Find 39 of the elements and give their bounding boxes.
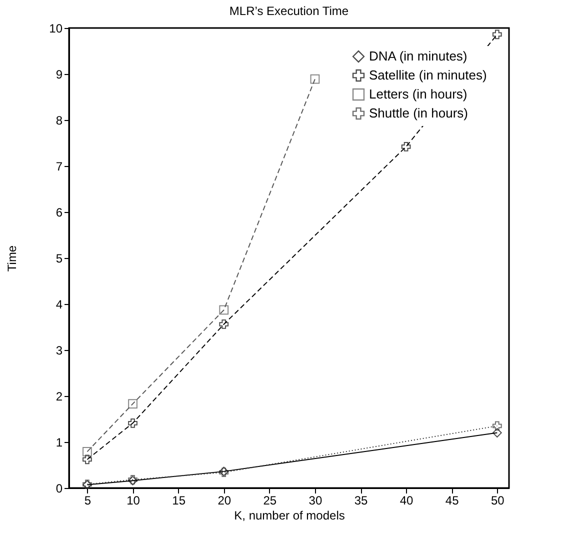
point <box>219 320 229 329</box>
y-tick-label: 5 <box>56 252 63 266</box>
point <box>128 418 138 428</box>
x-tick-label: 10 <box>126 494 140 508</box>
x-tick-label: 30 <box>308 494 322 508</box>
x-tick-label: 50 <box>490 494 505 508</box>
legend-label: DNA (in minutes) <box>369 48 468 64</box>
point <box>492 428 502 438</box>
point <box>310 74 320 84</box>
y-tick-label: 8 <box>56 114 63 128</box>
y-tick-label: 10 <box>49 22 63 36</box>
x-tick-label: 25 <box>263 494 277 508</box>
x-tick-label: 5 <box>84 494 92 508</box>
legend-label: Satellite (in minutes) <box>369 68 487 82</box>
point <box>82 454 92 464</box>
point <box>401 142 411 152</box>
x-tick-label: 45 <box>445 494 460 508</box>
y-tick-label: 6 <box>56 206 63 220</box>
legend-label: Letters (in hours) <box>369 86 468 102</box>
point <box>219 305 229 315</box>
y-axis-title: Time <box>5 245 20 272</box>
x-axis-title: K, number of models <box>234 508 345 522</box>
point <box>492 30 502 40</box>
point <box>128 399 138 409</box>
y-tick-label: 0 <box>56 482 63 496</box>
point <box>492 421 502 431</box>
y-tick-label: 1 <box>56 436 63 450</box>
y-tick-label: 4 <box>56 298 63 312</box>
y-tick-label: 7 <box>56 160 63 174</box>
x-tick-label: 20 <box>218 494 232 508</box>
y-tick-label: 2 <box>56 390 63 404</box>
x-tick-label: 40 <box>400 494 414 508</box>
point <box>82 446 92 456</box>
chart-title: MLR’s Execution Time <box>229 4 349 18</box>
x-tick-label: 15 <box>172 494 186 508</box>
x-tick-label: 35 <box>354 494 368 508</box>
y-tick-label: 3 <box>56 344 63 358</box>
legend-label: Shuttle (in hours) <box>369 106 468 120</box>
y-tick-label: 9 <box>56 68 63 82</box>
